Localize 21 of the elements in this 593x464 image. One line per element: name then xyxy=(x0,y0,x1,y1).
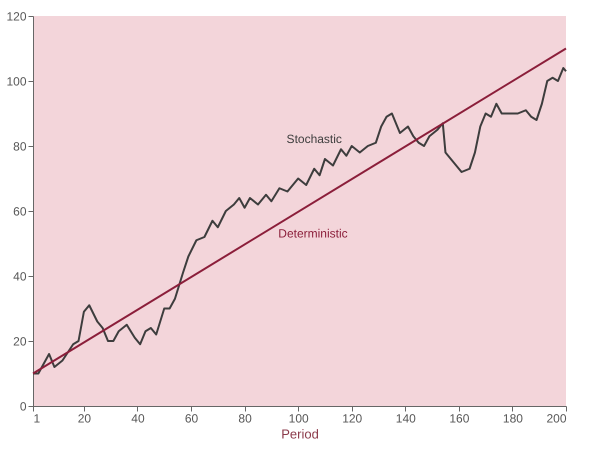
series-label: Stochastic xyxy=(286,132,342,146)
x-axis-title: Period xyxy=(281,426,319,442)
x-tick-label: 60 xyxy=(184,412,199,426)
y-tick-label: 60 xyxy=(13,204,27,218)
x-tick-label: 100 xyxy=(288,412,309,426)
y-tick-label: 120 xyxy=(6,10,27,24)
y-tick-label: 20 xyxy=(13,334,27,348)
y-tick-label: 100 xyxy=(6,74,27,88)
y-tick-label: 80 xyxy=(13,140,27,154)
x-tick-label: 80 xyxy=(238,412,252,426)
x-tick-label: 40 xyxy=(131,412,145,426)
x-tick-label: 140 xyxy=(396,412,416,426)
x-tick-label: 180 xyxy=(502,412,524,426)
x-tick-label: 1 xyxy=(34,412,40,426)
series-label: Deterministic xyxy=(278,226,348,240)
x-tick-label: 160 xyxy=(449,412,470,426)
x-tick-label: 120 xyxy=(342,412,363,426)
y-tick-label: 0 xyxy=(20,400,27,414)
x-tick-label: 200 xyxy=(546,412,567,426)
y-tick-label: 40 xyxy=(13,270,27,284)
x-tick-label: 20 xyxy=(78,412,92,426)
